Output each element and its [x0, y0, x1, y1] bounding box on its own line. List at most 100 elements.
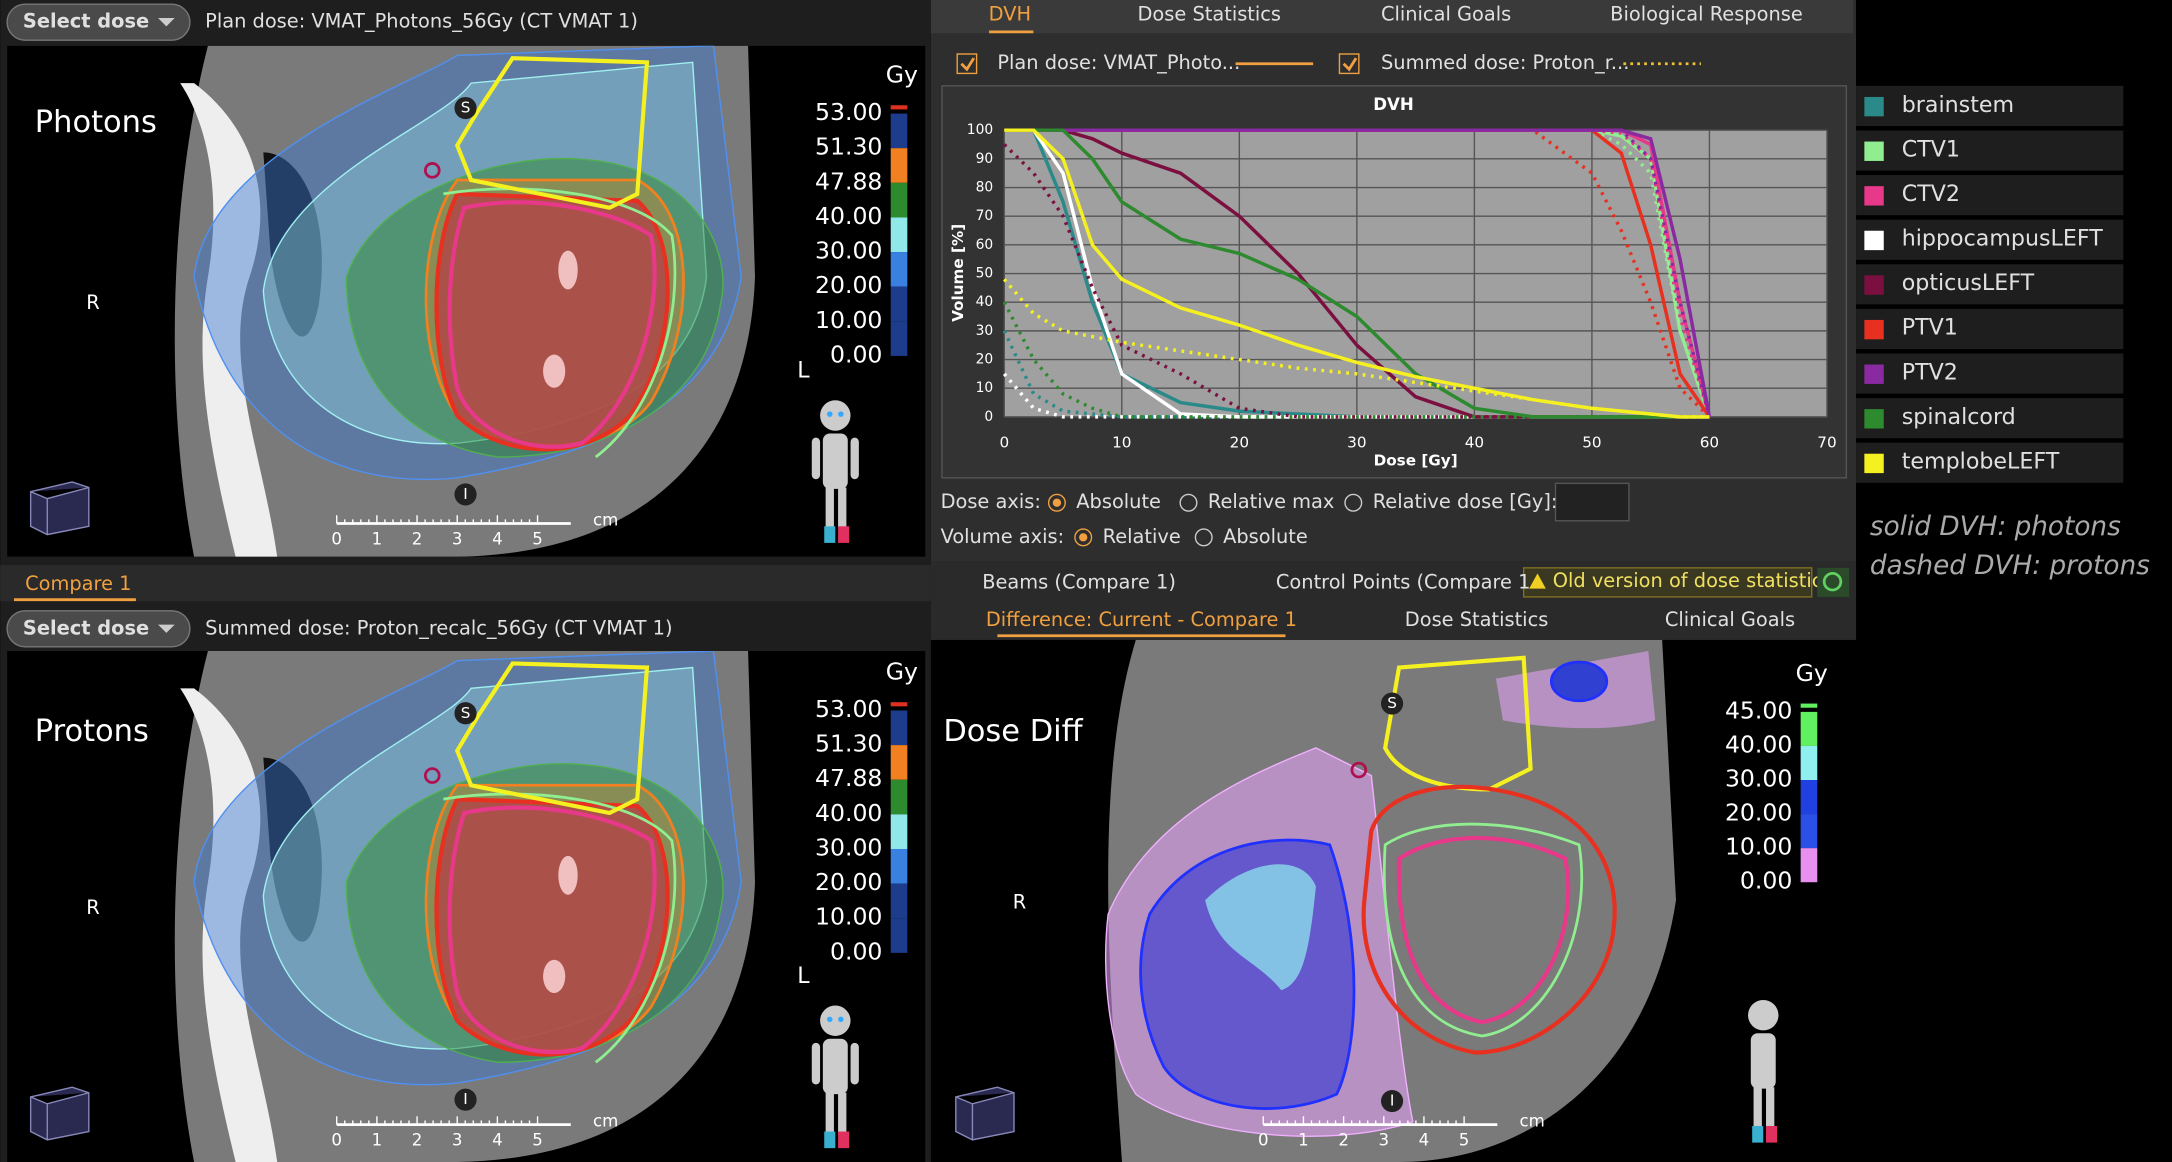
legend-row	[1856, 175, 2124, 216]
legend-label: 20.00	[815, 271, 882, 299]
y-tick-label: 50	[976, 266, 994, 282]
tab[interactable]: Beams (Compare 1)	[982, 571, 1176, 594]
select-dose-button[interactable]	[6, 3, 191, 41]
check	[960, 57, 975, 72]
legend-swatch	[1864, 230, 1884, 251]
diff-image	[935, 639, 1854, 1162]
dvh-dashed-line	[1002, 278, 1710, 419]
scale-label: 1	[372, 1131, 383, 1150]
legend-row	[1856, 308, 2124, 350]
compare-tab[interactable]: Compare 1	[25, 572, 131, 595]
legend-row	[1856, 264, 2124, 305]
warning-text: Old version of dose statistics	[1553, 569, 1833, 592]
radio[interactable]	[1194, 528, 1213, 547]
legend-label: 53.00	[815, 695, 882, 723]
legend-band	[890, 848, 908, 884]
orient-i: I	[1390, 1092, 1395, 1110]
radio-label[interactable]: Relative max	[1208, 490, 1335, 513]
tab[interactable]: Difference: Current - Compare 1	[986, 608, 1297, 631]
radio-label[interactable]: Relative	[1103, 525, 1181, 548]
dvh-tabbar	[930, 0, 1854, 34]
legend-swatch	[1864, 186, 1884, 206]
legend-label: 0.00	[1740, 867, 1792, 895]
legend-row	[1856, 85, 2124, 127]
legend-row	[1856, 398, 2124, 439]
sum-check-label[interactable]: Summed dose: Proton_r...	[1381, 51, 1629, 74]
legend-band	[890, 779, 908, 815]
legend-label: 10.00	[815, 306, 882, 334]
dose-label: Plan dose: VMAT_Photons_56Gy (CT VMAT 1)	[205, 10, 638, 33]
legend-band	[890, 148, 908, 183]
x-tick-label: 60	[1700, 434, 1719, 452]
tab[interactable]: Dose Statistics	[1405, 608, 1549, 631]
tab[interactable]: DVH	[989, 3, 1031, 26]
dvh-dashed-line	[1002, 301, 1710, 419]
legend-swatch	[1864, 319, 1884, 340]
scale-unit: cm	[593, 510, 618, 529]
radio[interactable]	[1047, 493, 1066, 512]
side-bg	[1856, 0, 2172, 1162]
y-tick-label: 90	[976, 151, 994, 167]
x-tick-label: 30	[1347, 434, 1366, 452]
legend-entry: spinalcord	[1902, 404, 2016, 430]
tab[interactable]: Biological Response	[1610, 3, 1803, 26]
legend-band	[890, 814, 908, 849]
tab[interactable]: Control Points (Compare 1	[1276, 571, 1531, 594]
checkbox[interactable]	[956, 53, 978, 75]
overlay-label: Dose Diff	[943, 714, 1083, 749]
scale-label: 0	[331, 530, 342, 549]
legend-label: 47.88	[815, 167, 882, 195]
relative-dose-input[interactable]	[1554, 482, 1630, 522]
legend-row	[1856, 353, 2124, 394]
legend-entry: hippocampusLEFT	[1902, 226, 2103, 252]
x-tick-label: 50	[1582, 434, 1601, 452]
legend-band	[1800, 745, 1818, 781]
orient-s: S	[461, 99, 471, 117]
radio[interactable]	[1344, 493, 1363, 512]
radio-label[interactable]: Relative dose [Gy]:	[1373, 490, 1558, 513]
y-tick-label: 10	[976, 380, 994, 396]
scale-label: 3	[452, 1131, 463, 1150]
legend-band	[1800, 711, 1818, 746]
legend-band	[890, 113, 908, 149]
legend-label: 30.00	[815, 237, 882, 265]
x-tick-label: 70	[1817, 434, 1836, 452]
volume-axis-label: Volume axis:	[941, 525, 1065, 548]
select-dose-label[interactable]: Select dose	[23, 616, 149, 639]
legend-entry: brainstem	[1902, 92, 2014, 118]
note: dashed DVH: protons	[1870, 551, 2150, 581]
radio-dot	[1052, 498, 1062, 507]
select-dose-label[interactable]: Select dose	[23, 10, 149, 33]
plan-check-label[interactable]: Plan dose: VMAT_Photo...	[997, 51, 1240, 74]
tab[interactable]: Clinical Goals	[1381, 3, 1511, 26]
tab[interactable]: Clinical Goals	[1665, 608, 1795, 631]
select-dose-button[interactable]	[6, 610, 191, 648]
y-axis-label: Volume [%]	[949, 224, 967, 322]
warning-box	[1522, 567, 1813, 598]
radio[interactable]	[1179, 493, 1198, 512]
compare-tabbar	[0, 565, 931, 602]
y-tick-label: 80	[976, 180, 994, 196]
legend-label: 51.30	[815, 133, 882, 161]
y-tick-label: 100	[967, 122, 993, 138]
checkbox[interactable]	[1338, 53, 1360, 75]
legend-swatch	[1864, 141, 1884, 161]
tab[interactable]: Dose Statistics	[1138, 3, 1282, 26]
legend-label: 53.00	[815, 98, 882, 126]
legend-entry: PTV1	[1902, 315, 1958, 341]
x-axis-label: Dose [Gy]	[1374, 452, 1458, 470]
warning-icon	[1529, 573, 1546, 589]
orient-l: L	[797, 358, 810, 384]
legend-band	[1800, 814, 1818, 849]
legend-swatch	[1864, 275, 1884, 295]
orient-l: L	[797, 963, 810, 989]
radio-label[interactable]: Absolute	[1076, 490, 1161, 513]
legend-row	[1856, 442, 2124, 483]
radio[interactable]	[1074, 528, 1093, 547]
legend-band	[890, 217, 908, 253]
scale-label: 0	[1258, 1131, 1269, 1150]
legend-label: 45.00	[1725, 696, 1792, 724]
legend-label: 0.00	[830, 340, 882, 368]
radio-label[interactable]: Absolute	[1223, 525, 1308, 548]
